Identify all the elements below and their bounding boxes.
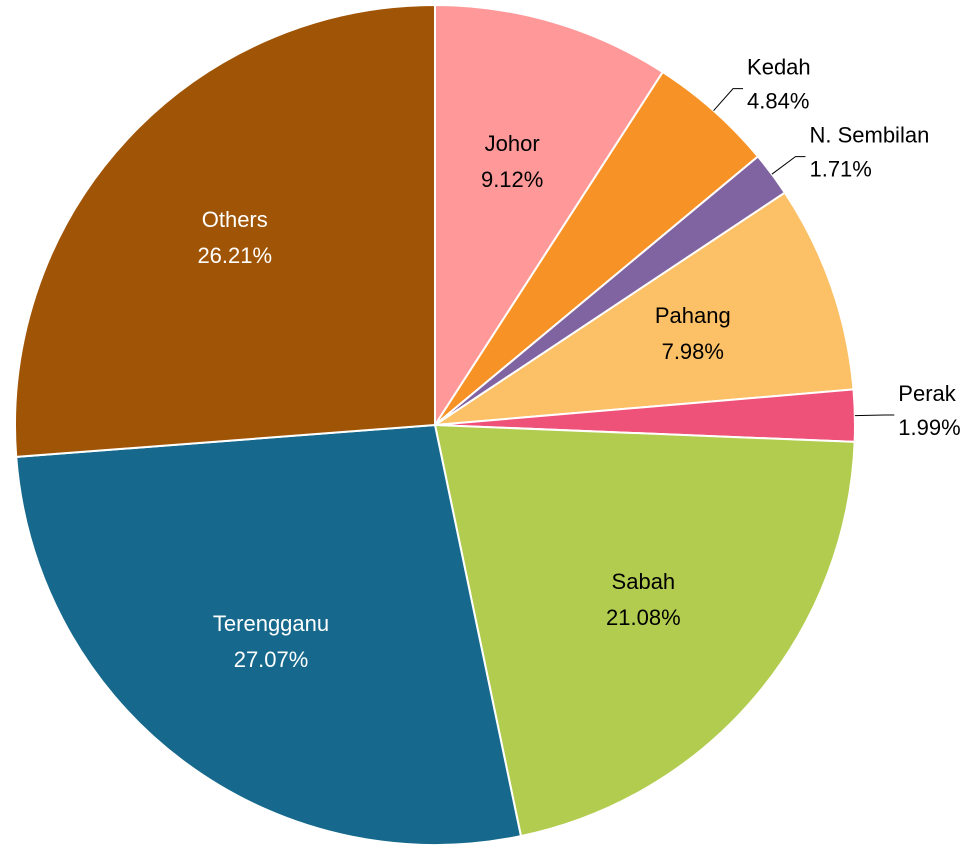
value-label: 26.21%	[197, 243, 272, 268]
value-label: 7.98%	[662, 339, 724, 364]
slice-label: Others	[202, 207, 268, 232]
slice-label: Johor	[485, 131, 540, 156]
leader-line	[713, 88, 744, 111]
pie-slice	[434, 191, 855, 426]
pie-slice	[14, 3, 436, 458]
pie-slice	[433, 423, 856, 838]
slice-label: Perak	[898, 381, 956, 406]
leader-line	[854, 414, 895, 417]
slice-label: Sabah	[612, 569, 676, 594]
value-label: 27.07%	[234, 647, 309, 672]
leader-line	[771, 156, 806, 175]
pie-slice	[434, 3, 665, 429]
value-label: 1.99%	[898, 415, 960, 440]
slice-label: Terengganu	[213, 611, 329, 636]
slice-label: Pahang	[655, 303, 731, 328]
value-label: 1.71%	[809, 156, 871, 181]
value-label: 21.08%	[606, 605, 681, 630]
value-label: 4.84%	[747, 88, 809, 113]
slice-label: Kedah	[747, 54, 811, 79]
value-label: 9.12%	[481, 167, 543, 192]
slice-label: N. Sembilan	[809, 122, 929, 147]
pie-slice	[15, 423, 523, 846]
